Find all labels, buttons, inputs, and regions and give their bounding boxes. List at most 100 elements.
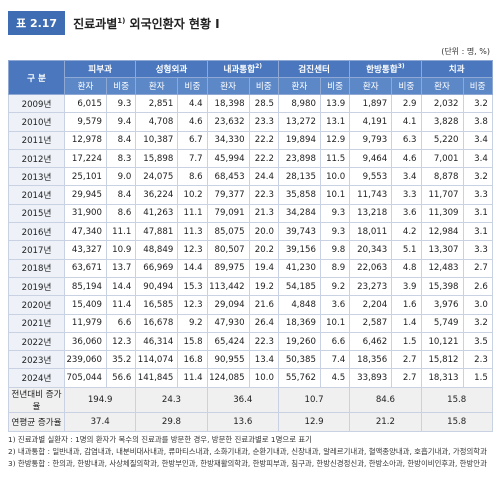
cell: 9.2 — [177, 313, 208, 333]
cell: 8,878 — [420, 167, 464, 187]
cell: 3.3 — [391, 185, 422, 205]
year-cell: 2018년 — [8, 258, 65, 278]
year-cell: 2009년 — [8, 93, 65, 114]
cell: 8.4 — [105, 185, 137, 205]
group-label: 한방통합 — [366, 65, 398, 75]
cell: 47,881 — [135, 222, 179, 242]
title-note: 1) — [117, 16, 126, 25]
cell: 8.6 — [177, 167, 208, 187]
cell: 13,218 — [349, 203, 393, 224]
cell: 33,893 — [349, 368, 393, 388]
summary-cell: 15.8 — [420, 386, 493, 413]
year-cell: 2011년 — [8, 130, 65, 150]
cell: 2.7 — [391, 368, 422, 388]
data-row: 2021년 11,979 6.6 16,678 9.2 47,930 26.4 18,369 1… — [8, 313, 493, 333]
year-cell: 2017년 — [8, 240, 65, 260]
summary-cell: 10.7 — [277, 386, 351, 413]
cell: 13.7 — [105, 258, 137, 278]
cell: 10.0 — [248, 368, 279, 388]
cell: 12.3 — [177, 240, 208, 260]
group-note: 2) — [255, 63, 263, 71]
cell: 4,708 — [135, 112, 179, 132]
cell: 4.5 — [319, 368, 351, 388]
cell: 85,194 — [64, 276, 107, 297]
cell: 16,678 — [135, 313, 179, 333]
cell: 113,442 — [206, 276, 250, 297]
cell: 63,671 — [64, 258, 107, 278]
cell: 3.6 — [391, 203, 422, 224]
cell: 4,848 — [277, 295, 321, 315]
cell: 3.4 — [462, 148, 493, 169]
cell: 2,032 — [420, 93, 464, 114]
footnotes: 1) 진료과별 실환자 : 1명의 환자가 복수의 진료과를 방문한 경우, 방… — [8, 434, 494, 470]
cell: 3.1 — [462, 203, 493, 224]
cell: 89,975 — [206, 258, 250, 278]
cell: 28,135 — [277, 167, 321, 187]
cell: 15,409 — [64, 295, 107, 315]
cell: 12,978 — [64, 130, 107, 150]
summary-label: 전년대비 증가율 — [8, 386, 65, 413]
cell: 36,060 — [64, 331, 107, 352]
cell: 28.5 — [248, 93, 279, 114]
cell: 7,001 — [420, 148, 464, 169]
cell: 124,085 — [206, 368, 250, 388]
summary-cell: 37.4 — [63, 411, 137, 432]
cell: 3.3 — [462, 240, 493, 260]
cell: 24,075 — [135, 167, 179, 187]
data-row: 2013년 25,101 9.0 24,075 8.6 68,453 24.4 28,135 1… — [8, 167, 493, 187]
cell: 4.6 — [177, 112, 208, 132]
group-header: 치과 — [420, 60, 493, 78]
cell: 9,579 — [64, 112, 107, 132]
cell: 47,930 — [206, 313, 250, 333]
cell: 9.0 — [105, 167, 137, 187]
cell: 5,749 — [420, 313, 464, 333]
cell: 25,101 — [64, 167, 107, 187]
data-row: 2009년 6,015 9.3 2,851 4.4 18,398 28.5 8,980 13.9… — [8, 93, 493, 114]
cell: 35,858 — [277, 185, 321, 205]
subheader: 환자 — [64, 77, 107, 95]
cell: 15,812 — [420, 350, 464, 370]
cell: 11.1 — [177, 203, 208, 224]
group-header: 검진센터 — [277, 60, 351, 78]
cell: 19.4 — [248, 258, 279, 278]
data-row: 2017년 43,327 10.9 48,849 12.3 80,507 20.2 39,15… — [8, 240, 493, 260]
cell: 3.3 — [462, 185, 493, 205]
cell: 35.2 — [105, 350, 137, 370]
subheader: 환자 — [135, 77, 179, 95]
cell: 17,224 — [64, 148, 107, 169]
group-header: 성형외과 — [135, 60, 208, 78]
summary-cell: 13.6 — [206, 411, 279, 432]
data-row: 2024년 705,044 56.6 141,845 11.4 124,085 10.0 55… — [8, 368, 493, 388]
cell: 2.6 — [462, 276, 493, 297]
cell: 10,121 — [420, 331, 464, 352]
cell: 2.9 — [391, 93, 422, 114]
cell: 239,060 — [64, 350, 107, 370]
footnote: 2) 내과통합 : 일반내과, 감염내과, 내분비대사내과, 류마티스내과, 소… — [8, 447, 487, 456]
cell: 23.3 — [248, 112, 279, 132]
cell: 2.7 — [462, 258, 493, 278]
cell: 22.2 — [248, 148, 279, 169]
year-cell: 2023년 — [8, 350, 65, 370]
cell: 6.7 — [177, 130, 208, 150]
cell: 68,453 — [206, 167, 250, 187]
cell: 10.1 — [319, 185, 351, 205]
cell: 2,851 — [135, 93, 179, 114]
cell: 10.1 — [319, 313, 351, 333]
cell: 11,707 — [420, 185, 464, 205]
cell: 11,743 — [349, 185, 393, 205]
subheader: 환자 — [277, 77, 321, 95]
group-label: 성형외과 — [155, 65, 188, 75]
cell: 29,094 — [206, 295, 250, 315]
summary-cell: 21.2 — [349, 411, 422, 432]
cell: 6,015 — [64, 93, 107, 114]
cell: 3.8 — [462, 112, 493, 132]
summary-cell: 12.9 — [277, 411, 351, 432]
data-row: 2016년 47,340 11.1 47,881 11.3 85,075 20.0 39,74… — [8, 222, 493, 242]
summary-cell: 36.4 — [206, 386, 279, 413]
cell: 4.2 — [391, 222, 422, 242]
cell: 14.4 — [177, 258, 208, 278]
cell: 5,220 — [420, 130, 464, 150]
group-header: 내과통합2) — [206, 60, 279, 78]
cell: 2.7 — [391, 350, 422, 370]
cell: 141,845 — [135, 368, 179, 388]
